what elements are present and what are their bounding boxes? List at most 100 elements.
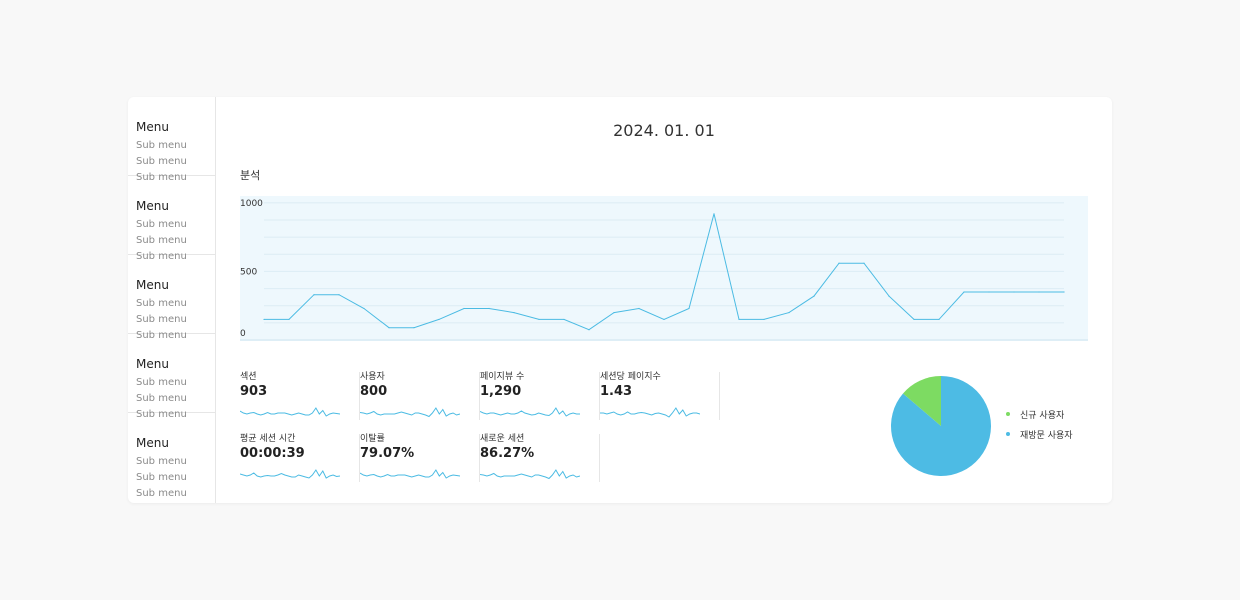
pie-slice-new-users (903, 376, 941, 426)
data-point (313, 294, 315, 296)
legend-dot-icon (1006, 412, 1010, 416)
sub-menu-item[interactable]: Sub menu (136, 409, 187, 420)
menu-title[interactable]: Menu (136, 357, 169, 371)
metric-label: 새로운 세션 (480, 434, 525, 444)
sparkline-path (480, 407, 580, 417)
data-point (613, 311, 615, 314)
pie-chart-svg (890, 376, 991, 476)
metric-value: 86.27% (480, 446, 535, 461)
data-point (938, 318, 940, 321)
sub-menu-item[interactable]: Sub menu (136, 235, 187, 246)
data-point (863, 262, 865, 264)
line-chart: 0 500 1000 (240, 196, 1088, 341)
sparkline (480, 469, 580, 480)
sub-menu-item[interactable]: Sub menu (136, 488, 187, 499)
metric-bounce-rate: 이탈률 79.07% (360, 434, 480, 482)
menu-group-1: Menu Sub menu Sub menu Sub menu (128, 97, 215, 183)
metric-value: 00:00:39 (240, 446, 305, 461)
data-point (563, 318, 565, 321)
legend-label: 재방문 사용자 (1020, 430, 1073, 441)
data-point (638, 307, 640, 310)
sub-menu-item[interactable]: Sub menu (136, 393, 187, 404)
metric-label: 페이지뷰 수 (480, 372, 525, 382)
metric-label: 세션당 페이지수 (600, 372, 661, 382)
sub-menu-item[interactable]: Sub menu (136, 140, 187, 151)
sparkline-path (600, 407, 700, 418)
line-chart-svg: 0 500 1000 (240, 196, 1088, 341)
sub-menu-item[interactable]: Sub menu (136, 314, 187, 325)
metric-label: 이탈률 (360, 434, 385, 444)
menu-title[interactable]: Menu (136, 278, 169, 292)
data-point (1063, 291, 1065, 293)
metric-value: 800 (360, 384, 388, 399)
sparkline (360, 407, 460, 418)
data-point (763, 318, 765, 321)
pie-legend: 신규 사용자 재방문 사용자 (1006, 409, 1073, 449)
metric-label: 평균 세션 시간 (240, 434, 296, 444)
menu-title[interactable]: Menu (136, 436, 169, 450)
metric-value: 1.43 (600, 384, 633, 399)
sparkline (240, 407, 340, 417)
sub-menu-item[interactable]: Sub menu (136, 172, 187, 183)
sparkline-path (360, 469, 460, 479)
y-tick-label: 0 (240, 329, 246, 339)
dashboard-card: Menu Sub menu Sub menu Sub menu Menu Sub… (128, 97, 1112, 503)
sparkline-path (360, 407, 460, 418)
legend-dot-icon (1006, 432, 1010, 436)
y-tick-label: 1000 (240, 199, 263, 209)
data-point (588, 329, 590, 331)
data-point (713, 213, 715, 215)
metric-value: 903 (240, 384, 268, 399)
sparkline (360, 469, 460, 479)
metric-pageviews: 페이지뷰 수 1,290 (480, 372, 600, 420)
sub-menu-item[interactable]: Sub menu (136, 219, 187, 230)
metric-value: 79.07% (360, 446, 415, 461)
sparkline (480, 407, 580, 417)
menu-title[interactable]: Menu (136, 120, 169, 134)
metric-new-sessions: 새로운 세션 86.27% (480, 434, 600, 482)
data-point (988, 291, 990, 293)
pie-slice-returning-users (890, 376, 991, 476)
data-point (963, 291, 965, 293)
sub-menu-item[interactable]: Sub menu (136, 330, 187, 341)
menu-group-3: Menu Sub menu Sub menu Sub menu (128, 255, 215, 341)
y-tick-label: 500 (240, 267, 257, 277)
metric-label: 섹션 (240, 372, 257, 382)
data-point (538, 318, 540, 321)
data-point (413, 327, 415, 329)
menu-group-5: Menu Sub menu Sub menu Sub menu (128, 413, 215, 499)
data-point (288, 318, 290, 321)
analysis-title: 분석 (240, 169, 261, 182)
data-point (1013, 291, 1015, 293)
sub-menu-item[interactable]: Sub menu (136, 251, 187, 262)
sub-menu-item[interactable]: Sub menu (136, 156, 187, 167)
data-point (913, 318, 915, 321)
metric-users: 사용자 800 (360, 372, 480, 420)
data-point (263, 318, 265, 321)
menu-group-4: Menu Sub menu Sub menu Sub menu (128, 334, 215, 420)
metric-sessions: 섹션 903 (240, 372, 360, 420)
data-point (663, 318, 665, 321)
pie-chart (890, 375, 992, 477)
data-point (1038, 291, 1040, 293)
data-point (813, 295, 815, 297)
data-point (888, 295, 890, 297)
metric-value: 1,290 (480, 384, 522, 399)
metric-label: 사용자 (360, 372, 385, 382)
sub-menu-item[interactable]: Sub menu (136, 472, 187, 483)
data-point (363, 307, 365, 310)
menu-title[interactable]: Menu (136, 199, 169, 213)
data-point (438, 318, 440, 321)
sidebar: Menu Sub menu Sub menu Sub menu Menu Sub… (128, 97, 216, 503)
legend-item-new-users: 신규 사용자 (1006, 409, 1073, 421)
sparkline (240, 469, 340, 479)
data-point (738, 318, 740, 321)
legend-label: 신규 사용자 (1020, 410, 1065, 421)
data-point (838, 262, 840, 264)
data-point (338, 294, 340, 296)
sub-menu-item[interactable]: Sub menu (136, 298, 187, 309)
sub-menu-item[interactable]: Sub menu (136, 377, 187, 388)
metric-pages-per-session: 세션당 페이지수 1.43 (600, 372, 720, 420)
metric-avg-session-time: 평균 세션 시간 00:00:39 (240, 434, 360, 482)
sub-menu-item[interactable]: Sub menu (136, 456, 187, 467)
